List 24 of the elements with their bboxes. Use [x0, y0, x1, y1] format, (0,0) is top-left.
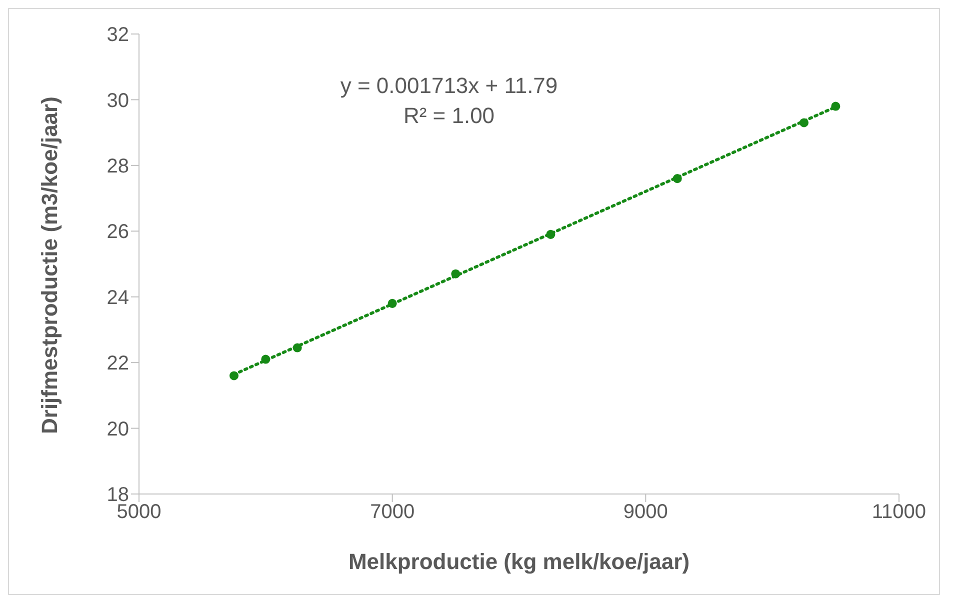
- y-axis-title: Drijfmestproductie (m3/koe/jaar): [36, 96, 62, 434]
- y-tick-label: 22: [106, 352, 129, 375]
- point: [546, 230, 556, 239]
- x-tick-label: 9000: [623, 501, 668, 524]
- x-tick-label: 7000: [370, 501, 415, 524]
- annotation: R² = 1.00: [402, 102, 496, 130]
- x-tick-label: 5000: [116, 501, 162, 524]
- point: [672, 174, 682, 184]
- y-tick-label: 30: [106, 90, 129, 112]
- y-tick-label: 26: [106, 221, 129, 244]
- point: [831, 102, 840, 111]
- y-tick-label: 28: [106, 156, 129, 178]
- point: [799, 118, 809, 128]
- point: [292, 343, 302, 352]
- y-tick-label: 32: [106, 24, 129, 46]
- y-tick-label: 20: [106, 418, 129, 440]
- point: [261, 354, 270, 364]
- point: [388, 298, 397, 308]
- x-axis-title: Melkproductie (kg melk/koe/jaar): [348, 549, 690, 574]
- y-tick-label: 24: [106, 286, 129, 309]
- annotation: y = 0.001713x + 11.79: [339, 72, 559, 100]
- point: [451, 269, 460, 278]
- x-tick-label: 11000: [872, 501, 926, 524]
- point: [229, 371, 239, 380]
